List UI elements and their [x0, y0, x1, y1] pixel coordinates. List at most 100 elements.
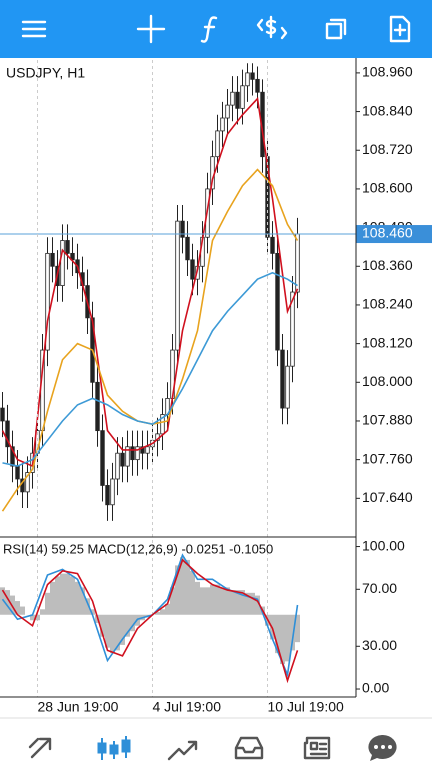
- candle-body: [105, 485, 110, 506]
- macd-bar: [35, 614, 40, 621]
- candle-body: [95, 381, 100, 432]
- candle-body: [115, 452, 120, 480]
- macd-bar: [255, 595, 260, 615]
- candle-body: [280, 349, 285, 409]
- macd-bar: [60, 573, 65, 615]
- candle-body: [65, 240, 70, 254]
- candle-body: [160, 414, 165, 435]
- macd-bar: [190, 570, 195, 615]
- candle-body: [235, 91, 240, 109]
- macd-bar: [130, 614, 135, 632]
- chat-tab[interactable]: [368, 734, 397, 761]
- macd-bar: [195, 581, 200, 615]
- candle-body: [15, 465, 20, 480]
- macd-bar: [220, 587, 225, 615]
- y-tick-label: 108.840: [362, 102, 413, 118]
- macd-bar: [200, 587, 205, 615]
- macd-bar: [170, 587, 175, 615]
- moving-average-line: [1, 96, 299, 468]
- macd-bar: [230, 590, 235, 615]
- candle-body: [5, 420, 10, 448]
- macd-bar: [20, 606, 25, 615]
- crosshair-button[interactable]: [136, 14, 166, 44]
- y-tick-label: 107.640: [362, 489, 413, 505]
- candle-body: [110, 478, 115, 506]
- y-tick-label: 108.960: [362, 64, 413, 80]
- candle-body: [295, 233, 300, 293]
- macd-bar: [160, 609, 165, 615]
- macd-bar: [295, 614, 300, 643]
- macd-bar: [165, 603, 170, 615]
- menu-button[interactable]: [21, 20, 47, 38]
- trade-tab[interactable]: [167, 740, 198, 761]
- macd-bar: [180, 557, 185, 615]
- macd-bar: [155, 612, 160, 615]
- macd-bar: [80, 587, 85, 615]
- candle-body: [230, 91, 235, 106]
- history-tab[interactable]: [234, 736, 264, 760]
- macd-bar: [125, 614, 130, 637]
- chart-tab[interactable]: [97, 736, 131, 760]
- macd-bar: [240, 590, 245, 615]
- y-tick-label: 107.760: [362, 450, 413, 466]
- candle-body: [130, 446, 135, 461]
- macd-bar: [5, 590, 10, 615]
- y-tick-label: 0.00: [362, 680, 389, 696]
- candle-body: [125, 446, 130, 467]
- y-tick-label: 100.00: [362, 537, 405, 553]
- x-tick-label: 10 Jul 19:00: [268, 699, 344, 715]
- current-price-label: 108.460: [362, 225, 413, 241]
- macd-bar: [245, 592, 250, 615]
- top-toolbar: [0, 0, 432, 58]
- indicator-title: RSI(14) 59.25 MACD(12,26,9) -0.0251 -0.1…: [3, 541, 273, 556]
- new-order-button[interactable]: [389, 15, 411, 43]
- y-tick-label: 108.240: [362, 296, 413, 312]
- moving-average-line: [2, 271, 298, 467]
- x-tick-label: 4 Jul 19:00: [153, 699, 222, 715]
- macd-bar: [110, 614, 115, 654]
- macd-bar: [30, 614, 35, 621]
- y-tick-label: 108.120: [362, 334, 413, 350]
- macd-bar: [50, 581, 55, 615]
- candle-body: [10, 446, 15, 467]
- candle-body: [0, 407, 5, 422]
- news-tab[interactable]: [303, 736, 331, 760]
- macd-bar: [65, 573, 70, 615]
- candle-body: [100, 430, 105, 486]
- candle-body: [270, 236, 275, 254]
- chart-title: USDJPY, H1: [6, 65, 85, 81]
- macd-bar: [45, 592, 50, 615]
- macd-bar: [215, 584, 220, 615]
- candle-body: [135, 446, 140, 461]
- y-tick-label: 108.000: [362, 373, 413, 389]
- macd-bar: [70, 576, 75, 615]
- candle-body: [50, 252, 55, 267]
- y-tick-label: 70.00: [362, 580, 397, 596]
- candle-body: [180, 220, 185, 238]
- macd-bar: [285, 614, 290, 662]
- indicators-button[interactable]: [200, 16, 218, 43]
- candle-body: [240, 85, 245, 109]
- macd-bar: [75, 581, 80, 615]
- indicator-line: [1, 553, 299, 678]
- bottom-nav: [0, 718, 432, 778]
- quotes-tab[interactable]: [28, 737, 52, 759]
- trade-button[interactable]: [256, 15, 288, 40]
- macd-bar: [280, 614, 285, 665]
- current-price-box: [356, 225, 432, 244]
- y-tick-label: 108.720: [362, 141, 413, 157]
- candle-body: [285, 365, 290, 409]
- candle-body: [140, 446, 145, 454]
- candle-body: [190, 259, 195, 280]
- chart-area: 107.640 107.760 107.880 108.000 108.120 108.2…: [0, 60, 432, 715]
- y-tick-label: 108.600: [362, 180, 413, 196]
- macd-bar: [105, 614, 110, 648]
- y-tick-label: 108.360: [362, 257, 413, 273]
- macd-bar: [55, 576, 60, 615]
- candle-body: [290, 291, 295, 367]
- macd-bar: [0, 587, 5, 615]
- y-tick-label: 107.880: [362, 412, 413, 428]
- windows-button[interactable]: [325, 18, 347, 40]
- macd-bar: [235, 590, 240, 615]
